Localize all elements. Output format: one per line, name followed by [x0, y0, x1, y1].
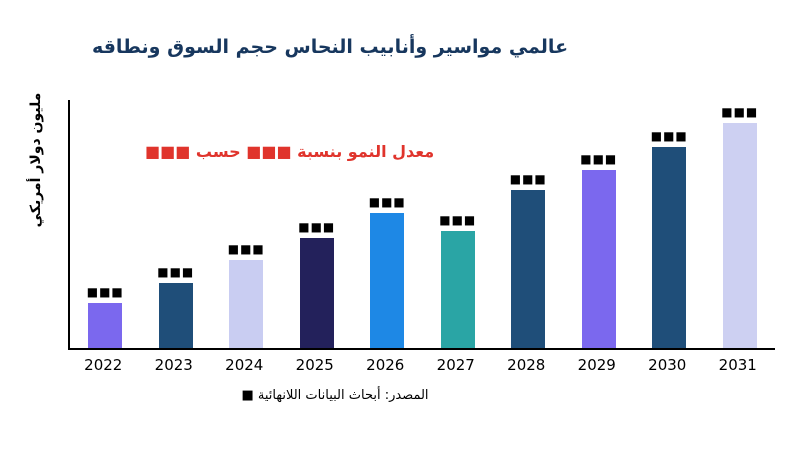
bar-2024 — [229, 260, 264, 348]
plot-area: ■■■ ■■■ ■■■ ■■■ ■■■ ■■■ ■■■ ■■■ ■■■ ■■■ — [68, 100, 775, 350]
bar-2029 — [581, 170, 616, 348]
bar-2023 — [158, 283, 193, 348]
bar-value-label-2023: ■■■ — [157, 265, 195, 279]
bar-column-2027: ■■■ — [423, 213, 493, 348]
bar-2028 — [511, 190, 546, 348]
bar-value-label-2030: ■■■ — [650, 129, 688, 143]
bar-column-2031: ■■■ — [705, 105, 775, 348]
x-tick-2029: 2029 — [577, 356, 616, 374]
bar-column-2023: ■■■ — [141, 265, 211, 348]
bar-column-2029: ■■■ — [564, 152, 634, 348]
x-axis-ticks: 2022 2023 2024 2025 2026 2027 2028 2029 2030 2031 — [68, 356, 773, 374]
x-tick-2031: 2031 — [718, 356, 757, 374]
x-tick-2026: 2026 — [366, 356, 405, 374]
bar-column-2028: ■■■ — [493, 172, 563, 348]
bar-value-label-2031: ■■■ — [721, 105, 759, 119]
bar-2027 — [440, 231, 475, 348]
chart-title: عالمي مواسير وأنابيب النحاس حجم السوق ون… — [91, 36, 569, 58]
growth-rate-annotation: معدل النمو بنسبة ■■■ حسب ■■■ — [145, 142, 435, 161]
bar-2022 — [88, 303, 123, 348]
bar-column-2022: ■■■ — [70, 285, 140, 348]
bar-value-label-2028: ■■■ — [509, 172, 547, 186]
bar-2026 — [370, 213, 405, 348]
source-caption: المصدر: أبحاث البيانات اللانهائية ■ — [241, 388, 429, 403]
x-tick-2022: 2022 — [84, 356, 123, 374]
bar-value-label-2027: ■■■ — [439, 213, 477, 227]
x-tick-2023: 2023 — [154, 356, 193, 374]
bar-column-2030: ■■■ — [634, 129, 704, 348]
x-tick-2030: 2030 — [648, 356, 687, 374]
bar-column-2026: ■■■ — [352, 195, 422, 348]
x-tick-2024: 2024 — [225, 356, 264, 374]
x-tick-2025: 2025 — [295, 356, 334, 374]
bar-2031 — [722, 123, 757, 348]
bar-value-label-2026: ■■■ — [368, 195, 406, 209]
bar-value-label-2025: ■■■ — [298, 220, 336, 234]
bar-2030 — [652, 147, 687, 348]
x-tick-2028: 2028 — [507, 356, 546, 374]
y-axis-label: مليون دولار أمريكي — [28, 92, 44, 228]
bar-column-2025: ■■■ — [282, 220, 352, 348]
bar-2025 — [299, 238, 334, 348]
bars-group: ■■■ ■■■ ■■■ ■■■ ■■■ ■■■ ■■■ ■■■ ■■■ ■■■ — [70, 100, 775, 348]
bar-value-label-2024: ■■■ — [227, 242, 265, 256]
bar-value-label-2022: ■■■ — [86, 285, 124, 299]
bar-column-2024: ■■■ — [211, 242, 281, 348]
bar-value-label-2029: ■■■ — [580, 152, 618, 166]
x-tick-2027: 2027 — [436, 356, 475, 374]
